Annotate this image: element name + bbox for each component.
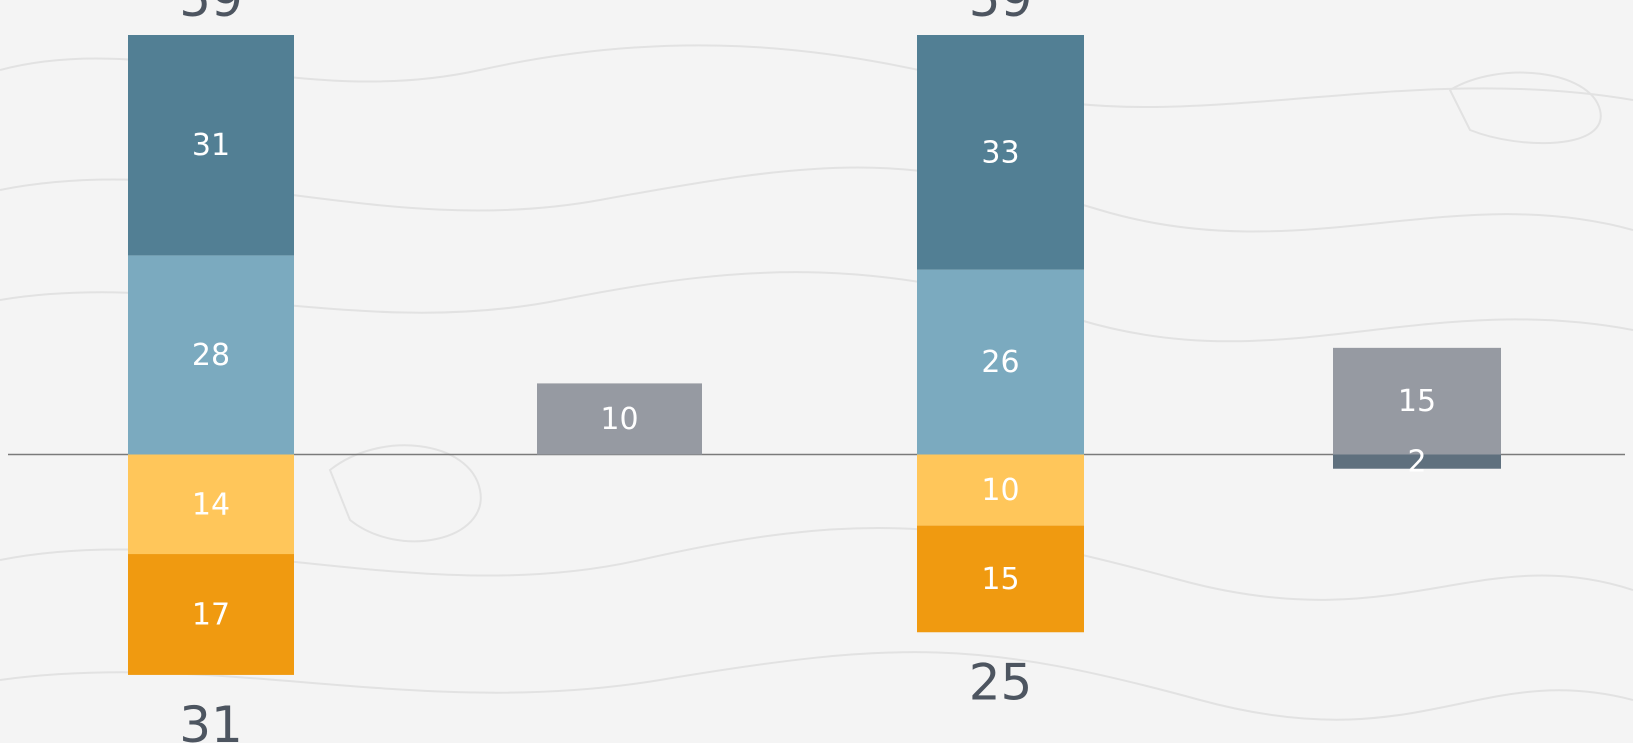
group-2-net-pos-segment-label-0: 15 [1398, 384, 1436, 419]
group-2-stack-neg-segment-label-1: 15 [981, 562, 1019, 597]
contour-line [330, 445, 481, 541]
group-2-stack-pos-segment-label-1: 33 [981, 135, 1019, 170]
group-1-stack-neg-segment-label-1: 17 [192, 597, 230, 632]
group-1-negative-total: 31 [179, 696, 243, 743]
group-1-positive-total: 59 [179, 0, 243, 28]
group-2-stack-neg-segment-label-0: 10 [981, 473, 1019, 508]
group-1-stack-neg-segment-label-0: 14 [192, 487, 230, 522]
contour-line [1450, 73, 1601, 144]
group-1-stack-pos-segment-label-1: 31 [192, 128, 230, 163]
group-2-stack-pos-segment-label-0: 26 [981, 345, 1019, 380]
group-1-stack-pos-segment-label-0: 28 [192, 338, 230, 373]
group-2-net-neg-segment-label-0: 2 [1407, 445, 1426, 480]
group-1-net-pos-segment-label-0: 10 [600, 402, 638, 437]
group-2-negative-total: 25 [969, 653, 1033, 711]
group-2-positive-total: 59 [969, 0, 1033, 28]
chart-marks: 28 31 14 17 10 59 31 26 33 10 15 15 2 59 25 [8, 0, 1625, 743]
